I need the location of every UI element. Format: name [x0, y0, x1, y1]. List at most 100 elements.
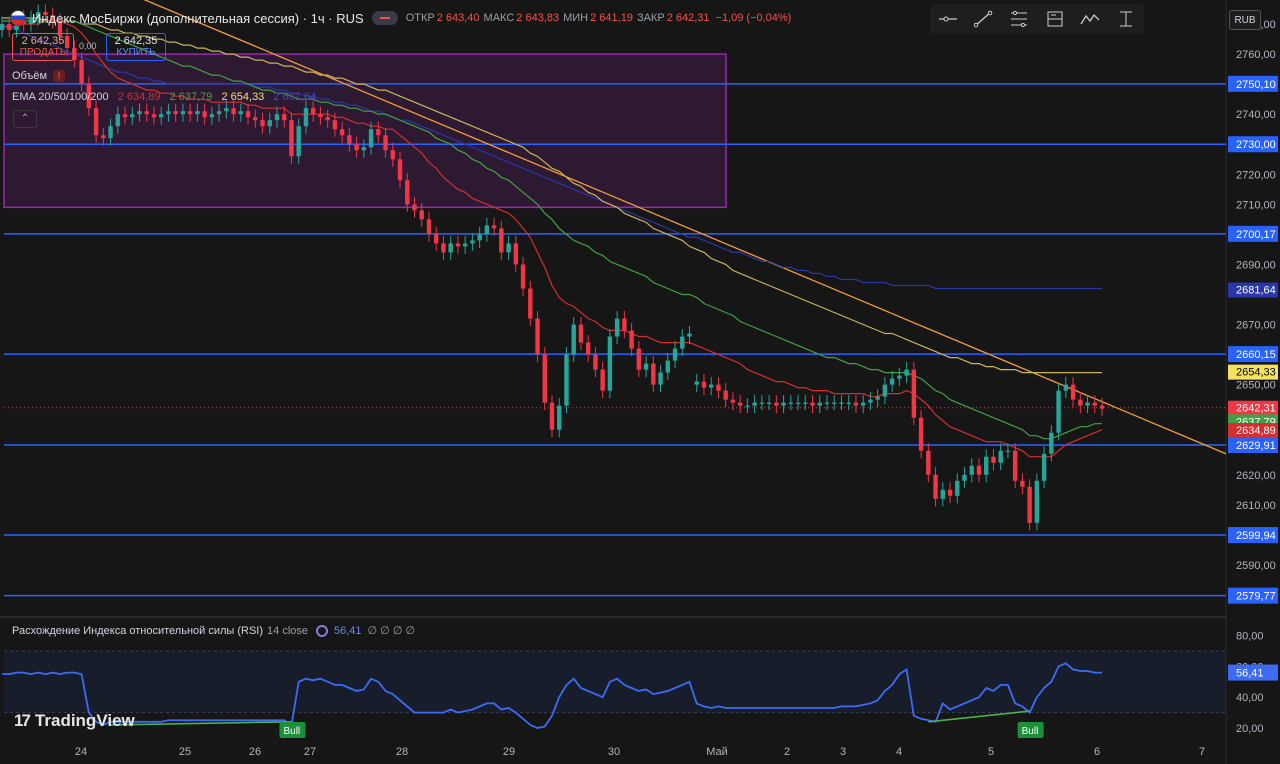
- path-icon[interactable]: [1079, 10, 1101, 28]
- ema-legend[interactable]: EMA 20/50/100/200 2 634,89 2 637,79 2 65…: [12, 91, 317, 103]
- candle: [1041, 446, 1047, 489]
- candle-body: [810, 402, 815, 406]
- candle: [216, 103, 222, 122]
- candle-body: [774, 402, 779, 406]
- time-tick-label: 25: [179, 746, 191, 758]
- candle: [1078, 392, 1083, 414]
- candle-body: [274, 114, 280, 121]
- buy-button[interactable]: 2 642,35 КУПИТЬ: [106, 33, 166, 61]
- candle-body: [180, 111, 186, 115]
- ohlc-open: ОТКР 2 643,40: [405, 12, 480, 24]
- candle: [173, 103, 178, 122]
- level-price-badge: [1228, 346, 1278, 363]
- candle: [1020, 473, 1025, 495]
- horizontal-ray-icon[interactable]: [937, 10, 959, 28]
- candle: [426, 211, 432, 242]
- candle-body: [889, 378, 895, 385]
- candle: [50, 7, 55, 29]
- candle-body: [470, 240, 475, 244]
- time-tick-label: 7: [1199, 746, 1205, 758]
- candle: [665, 353, 670, 381]
- candle: [607, 329, 613, 399]
- candle: [318, 106, 323, 125]
- price-badge-label: 2654,33: [1236, 367, 1276, 379]
- candle: [86, 76, 92, 116]
- candle: [984, 449, 989, 483]
- candle-body: [151, 114, 157, 118]
- candle: [600, 362, 605, 399]
- measure-icon[interactable]: [1115, 10, 1137, 28]
- candle: [1005, 443, 1011, 459]
- candle-body: [137, 111, 142, 115]
- candle-body: [253, 117, 258, 121]
- candle: [636, 341, 642, 378]
- candle-body: [245, 111, 251, 118]
- candle-body: [202, 111, 207, 118]
- rsi-legend[interactable]: Расхождение Индекса относительной силы (…: [12, 624, 416, 637]
- candle: [332, 112, 338, 137]
- candle-body: [484, 225, 490, 235]
- level-price-label: 2660,15: [1236, 349, 1276, 361]
- level-price-badge: [1228, 436, 1278, 453]
- candle-body: [368, 129, 374, 148]
- candle: [926, 443, 931, 483]
- candle: [253, 109, 258, 128]
- candle-body: [1049, 432, 1054, 454]
- candle: [578, 317, 584, 351]
- candle-body: [723, 390, 728, 400]
- candle-body: [209, 114, 215, 118]
- tradingview-logo[interactable]: 17 TradingView: [14, 711, 135, 730]
- candle-body: [875, 396, 880, 400]
- candle: [122, 106, 128, 125]
- price-tick-label: 2650,00: [1236, 380, 1276, 392]
- candle: [108, 118, 113, 146]
- candle-body: [636, 348, 642, 370]
- time-tick-label: 24: [75, 746, 87, 758]
- session-toggle-icon[interactable]: [371, 11, 398, 25]
- candle-body: [1034, 480, 1040, 523]
- candle-body: [614, 318, 620, 337]
- candle: [709, 377, 714, 396]
- ema200-line: [1, 23, 1102, 290]
- bull-label-badge: [1017, 722, 1044, 738]
- candle: [383, 127, 388, 158]
- position-icon[interactable]: [1044, 10, 1066, 28]
- candle: [853, 395, 859, 414]
- candle: [1027, 479, 1032, 531]
- candle: [933, 467, 938, 507]
- candle: [137, 103, 142, 122]
- currency-selector[interactable]: RUB: [1229, 10, 1261, 30]
- candle-body: [267, 120, 272, 127]
- fib-retracement-icon[interactable]: [1008, 10, 1030, 28]
- volume-legend[interactable]: Объём!: [12, 70, 66, 82]
- candle-body: [846, 402, 851, 404]
- price-tick-label: 2610,00: [1236, 500, 1276, 512]
- time-tick-label: 6: [1094, 746, 1100, 758]
- sell-button[interactable]: 2 642,35 ПРОДАТЬ: [12, 33, 74, 61]
- candle-body: [803, 402, 808, 404]
- candle: [629, 323, 634, 357]
- volume-warning-icon[interactable]: !: [53, 70, 66, 82]
- candle-body: [282, 114, 287, 121]
- candle-body: [339, 129, 345, 136]
- candle: [875, 389, 880, 408]
- trend-line-icon[interactable]: [972, 10, 994, 28]
- rsi-settings-icon[interactable]: [316, 624, 329, 637]
- candle-body: [499, 228, 504, 253]
- price-badge-label: 2642,31: [1236, 403, 1276, 415]
- candle-body: [832, 402, 837, 404]
- candle: [144, 103, 149, 122]
- rsi-tick-label: 80,00: [1236, 631, 1264, 643]
- candle-body: [419, 210, 424, 220]
- candle: [470, 232, 475, 251]
- candle: [339, 121, 345, 143]
- price-badge: [1228, 423, 1278, 439]
- candle-body: [289, 120, 294, 157]
- candle-body: [1092, 402, 1097, 406]
- candle-body: [998, 450, 1003, 463]
- collapse-legend-button[interactable]: ⌃: [13, 110, 37, 128]
- symbol-title[interactable]: Индекс МосБиржи (дополнительная сессия) …: [32, 10, 364, 26]
- candle-body: [955, 480, 960, 496]
- time-tick-label: 30: [608, 746, 620, 758]
